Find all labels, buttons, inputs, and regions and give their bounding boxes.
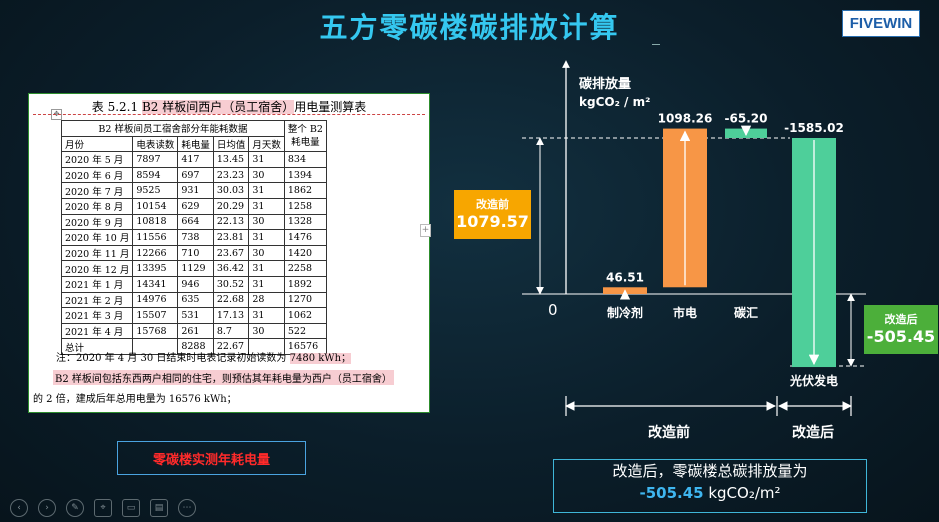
after-total-label: 改造后 [884, 313, 918, 326]
before-total-label: 改造前 [476, 198, 509, 211]
after-total-box: 改造后 -505.45 [864, 305, 938, 354]
after-total-value: -505.45 [866, 327, 936, 346]
revision-line [33, 114, 425, 115]
bar-value-label: -1585.02 [784, 121, 844, 135]
table-row: 2020 年 8 月 10154 629 20.29 31 1258 [60, 197, 327, 215]
table-cell: 8288 [177, 338, 214, 355]
divider [652, 44, 660, 45]
screen-icon[interactable]: ▭ [122, 499, 140, 517]
more-icon[interactable]: ⋯ [178, 499, 196, 517]
slide-title: 五方零碳楼碳排放计算 [319, 11, 620, 44]
paragraph-line2: 的 2 倍，建成后年总用电量为 16576 kWh； [33, 394, 237, 405]
table-row: 2021 年 4 月 15768 261 8.7 30 522 [60, 322, 327, 340]
note-text: 注：2020 年 4 月 30 日结束时电表记录初始读数为 [56, 353, 290, 364]
category-label: 碳汇 [734, 305, 758, 320]
whole-header: 整个 B2 耗电量 [283, 119, 327, 153]
table-row: 2020 年 11 月 12266 710 23.67 30 1420 [60, 244, 327, 262]
table-row: 总计 8288 22.67 16576 [60, 338, 327, 355]
table-cell: 总计 [60, 338, 134, 355]
table-body: 2020 年 5 月 7897 417 13.45 31 834 2020 年 6 月 859… [60, 151, 327, 355]
paragraph-line1: B2 样板间包括东西两户相同的住宅，则预估其年耗电量为西户（员工宿舍） [53, 370, 394, 385]
bar-value-label: -65.20 [725, 112, 768, 126]
prev-icon[interactable]: ‹ [10, 499, 28, 517]
whole-header-line1: 整个 B2 [287, 124, 323, 136]
before-total-box: 改造前 1079.57 [454, 190, 531, 239]
table-row: 2021 年 3 月 15507 531 17.13 31 1062 [60, 307, 327, 324]
energy-table: B2 样板间员工宿舍部分年能耗数据 整个 B2 耗电量 月份 电表读数 耗电量 日均值… [60, 119, 327, 355]
category-label: 市电 [673, 305, 697, 320]
table-row: 2020 年 9 月 10818 664 22.13 30 1328 [60, 213, 327, 231]
company-logo: FIVEWIN [842, 10, 920, 37]
pointer-icon[interactable]: ⌖ [94, 499, 112, 517]
bar-value-label: 46.51 [606, 270, 644, 284]
summary-unit: kgCO₂/m² [703, 484, 781, 502]
summary-value: -505.45 [639, 484, 704, 502]
comment-icon[interactable]: ▤ [150, 499, 168, 517]
y-axis-label-line1: 碳排放量 [579, 76, 631, 92]
note-highlight: 7480 kWh； [289, 353, 352, 364]
chart-bars: 46.51 制冷剂 1098.26 市电 -65.20 碳汇 -1585.02 光伏发电 [603, 112, 844, 388]
before-total-value: 1079.57 [456, 212, 529, 231]
summary-box: 改造后，零碳楼总碳排放量为 -505.45 kgCO₂/m² [553, 459, 867, 513]
whole-header-line2: 耗电量 [291, 137, 320, 149]
measured-consumption-label: 零碳楼实测年耗电量 [117, 441, 306, 475]
pen-icon[interactable]: ✎ [66, 499, 84, 517]
table-row: 2020 年 5 月 7897 417 13.45 31 834 [60, 151, 327, 168]
bar-value-label: 1098.26 [658, 112, 713, 126]
category-label: 光伏发电 [789, 373, 838, 388]
table-note: 注：2020 年 4 月 30 日结束时电表记录初始读数为 7480 kWh； [56, 349, 352, 364]
caption-highlight: B2 样板间西户（员工宿舍） [141, 100, 295, 114]
next-icon[interactable]: › [38, 499, 56, 517]
caption-suffix: 用电量测算表 [294, 100, 367, 114]
table-cell [132, 338, 179, 355]
document-excerpt: ✥ 表 5.2.1 B2 样板间西户（员工宿舍）用电量测算表 B2 样板间员工宿… [28, 93, 431, 413]
summary-line2: -505.45 kgCO₂/m² [554, 482, 866, 504]
caption-prefix: 表 5.2.1 [91, 100, 142, 114]
add-column-icon[interactable]: + [420, 224, 431, 237]
summary-line1: 改造后，零碳楼总碳排放量为 [612, 462, 808, 480]
table-caption: 表 5.2.1 B2 样板间西户（员工宿舍）用电量测算表 [29, 98, 429, 115]
table-row: 2021 年 2 月 14976 635 22.68 28 1270 [60, 291, 327, 309]
category-label: 制冷剂 [607, 305, 643, 320]
group-label-after: 改造后 [792, 424, 834, 441]
group-label-before: 改造前 [648, 424, 690, 441]
presentation-toolbar: ‹ › ✎ ⌖ ▭ ▤ ⋯ [10, 499, 196, 517]
y-axis-label-line2: kgCO₂ / m² [579, 95, 650, 109]
zero-tick-label: 0 [548, 301, 558, 319]
